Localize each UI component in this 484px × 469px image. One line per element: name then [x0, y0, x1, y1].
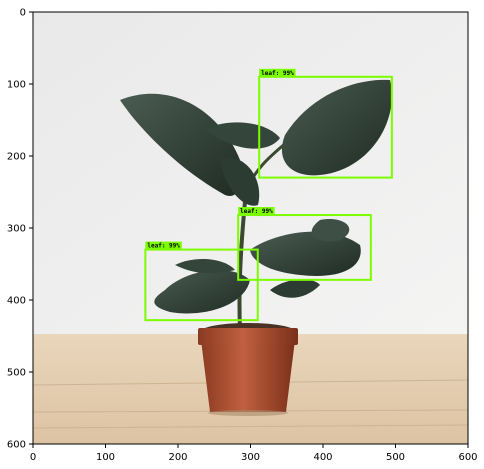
x-tick-label: 200 — [168, 452, 187, 463]
detection-label: leaf: 99% — [147, 243, 180, 250]
y-tick-label: 100 — [7, 80, 26, 91]
y-tick-label: 600 — [7, 440, 26, 451]
y-axis-ticks: 0 100 200 300 400 500 600 — [7, 8, 33, 451]
x-tick-label: 600 — [458, 452, 477, 463]
x-tick-label: 500 — [386, 452, 405, 463]
x-tick-label: 300 — [241, 452, 260, 463]
y-tick-label: 200 — [7, 152, 26, 163]
x-tick-label: 0 — [30, 452, 36, 463]
y-tick-label: 0 — [20, 8, 26, 19]
x-tick-label: 400 — [313, 452, 332, 463]
x-tick-label: 100 — [96, 452, 115, 463]
photo-image — [33, 12, 468, 444]
y-tick-label: 400 — [7, 296, 26, 307]
x-axis-ticks: 0 100 200 300 400 500 600 — [30, 444, 478, 463]
y-tick-label: 500 — [7, 368, 26, 379]
detection-label: leaf: 99% — [240, 208, 273, 215]
y-tick-label: 300 — [7, 224, 26, 235]
photo-pot — [198, 323, 298, 416]
detection-label: leaf: 99% — [261, 70, 294, 77]
